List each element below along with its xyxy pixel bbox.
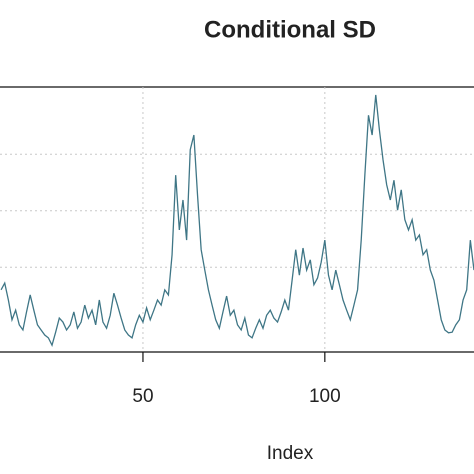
data-line: [0, 94, 474, 348]
x-tick-label: 50: [132, 386, 153, 407]
x-axis-label: Index: [267, 443, 314, 464]
x-tick-label: 100: [309, 386, 341, 407]
chart-title: Conditional SD: [204, 16, 376, 43]
